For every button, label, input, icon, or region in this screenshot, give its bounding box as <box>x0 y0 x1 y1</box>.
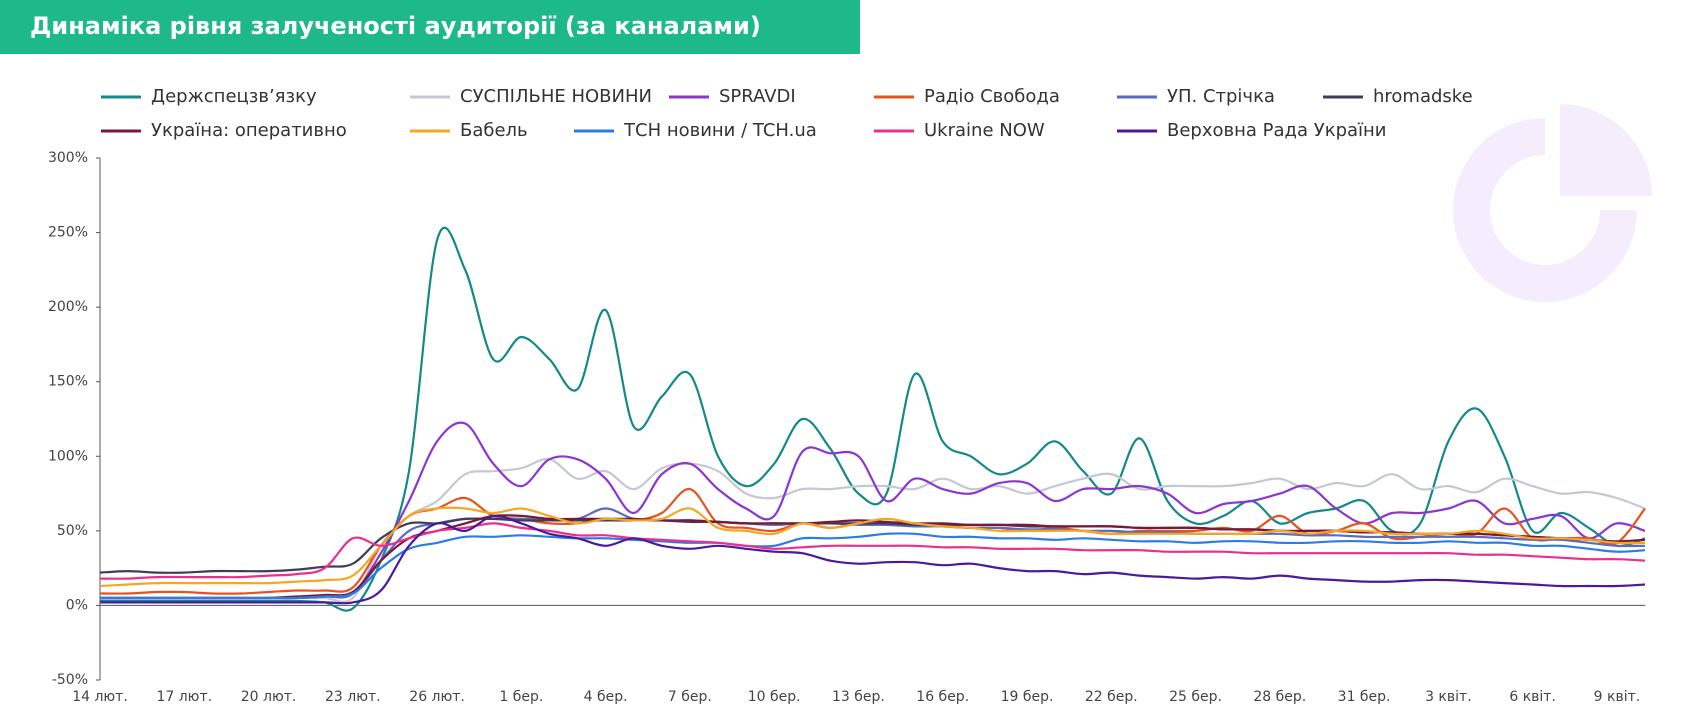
legend-label: Бабель <box>460 120 528 141</box>
x-tick-label: 26 лют. <box>409 689 465 705</box>
x-tick-label: 17 лют. <box>156 689 212 705</box>
watermark-logo <box>1453 104 1652 302</box>
y-tick-label: -50% <box>52 672 88 688</box>
legend-label: Радіо Свобода <box>924 86 1060 107</box>
series-line <box>99 514 1646 600</box>
x-tick-label: 25 бер. <box>1169 689 1222 705</box>
series-line <box>99 421 1646 600</box>
y-tick-label: 0% <box>66 597 88 613</box>
x-tick-label: 7 бер. <box>668 689 712 705</box>
x-tick-label: 22 бер. <box>1085 689 1138 705</box>
legend-label: Україна: оперативно <box>151 120 347 141</box>
x-tick-label: 3 квіт. <box>1425 689 1472 705</box>
y-tick-label: 150% <box>48 374 88 390</box>
x-tick-label: 19 бер. <box>1001 689 1054 705</box>
series-line <box>99 532 1646 600</box>
x-tick-label: 6 квіт. <box>1509 689 1556 705</box>
series-line <box>99 506 1646 588</box>
y-tick-label: 250% <box>48 225 88 241</box>
x-tick-label: 31 бер. <box>1338 689 1391 705</box>
x-tick-label: 9 квіт. <box>1594 689 1641 705</box>
legend-label: ТСН новини / TCH.ua <box>623 120 817 141</box>
x-tick-label: 28 бер. <box>1253 689 1306 705</box>
legend-label: Ukraine NOW <box>924 120 1045 141</box>
y-tick-label: 50% <box>57 523 88 539</box>
y-tick-label: 100% <box>48 448 88 464</box>
x-tick-label: 1 бер. <box>499 689 543 705</box>
legend-label: УП. Стрічка <box>1167 86 1275 107</box>
legend-label: hromadske <box>1373 86 1473 107</box>
legend-label: СУСПІЛЬНЕ НОВИНИ <box>460 86 652 107</box>
x-tick-label: 13 бер. <box>832 689 885 705</box>
y-tick-label: 200% <box>48 299 88 315</box>
series-line <box>99 514 1646 605</box>
x-tick-label: 20 лют. <box>241 689 297 705</box>
legend-label: Держспецзв’язку <box>151 86 317 107</box>
y-tick-label: 300% <box>48 150 88 166</box>
x-tick-label: 16 бер. <box>916 689 969 705</box>
x-tick-label: 23 лют. <box>325 689 381 705</box>
chart-title: Динаміка рівня залученості аудиторії (за… <box>30 12 761 40</box>
series-line <box>99 522 1646 580</box>
legend-label: Верховна Рада України <box>1167 120 1387 141</box>
x-tick-label: 4 бер. <box>584 689 628 705</box>
legend-label: SPRAVDI <box>719 86 796 107</box>
series-line <box>99 457 1646 603</box>
x-tick-label: 10 бер. <box>748 689 801 705</box>
x-tick-label: 14 лют. <box>72 689 128 705</box>
title-banner <box>0 0 860 54</box>
